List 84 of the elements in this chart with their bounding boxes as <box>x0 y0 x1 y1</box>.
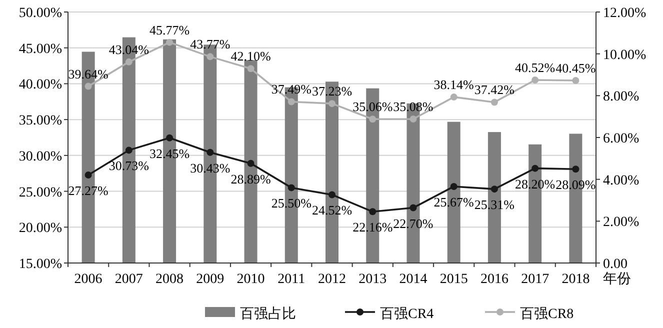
y2-tick-label: 2.00% <box>603 215 640 230</box>
x-axis-title: 年份 <box>603 271 631 287</box>
data-label: 35.06% <box>352 99 393 114</box>
point <box>125 58 132 66</box>
point <box>410 204 417 212</box>
data-label: 24.52% <box>312 202 352 218</box>
data-label: 37.49% <box>271 82 312 97</box>
x-tick-label: 2008 <box>156 272 184 287</box>
point <box>532 164 539 172</box>
y-tick-label: 40.00% <box>18 78 62 93</box>
x-tick-label: 2006 <box>74 272 102 287</box>
point <box>247 65 254 72</box>
x-tick-label: 2011 <box>278 272 306 287</box>
point <box>328 100 336 108</box>
legend-label: 百强占比 <box>240 306 296 322</box>
data-label: 32.45% <box>149 146 190 161</box>
data-label: 22.70% <box>393 216 434 231</box>
point <box>125 146 132 154</box>
point <box>288 184 295 192</box>
point <box>206 53 214 60</box>
data-label: 37.23% <box>312 84 352 99</box>
x-tick-label: 2012 <box>318 272 346 287</box>
x-tick-label: 2014 <box>399 272 428 287</box>
point <box>288 98 295 106</box>
y-tick-label: 50.00% <box>18 6 62 21</box>
y2-tick-label: 6.00% <box>603 132 640 146</box>
y2-tick-label: 4.00% <box>603 173 640 188</box>
x-tick-label: 2017 <box>521 272 550 287</box>
data-label: 35.08% <box>393 99 434 114</box>
point <box>369 116 376 123</box>
point <box>328 191 336 198</box>
point <box>572 76 580 84</box>
x-tick-label: 2009 <box>196 272 224 287</box>
point <box>166 38 174 46</box>
x-tick-label: 2010 <box>236 272 265 287</box>
point <box>490 186 498 193</box>
data-label: 39.64% <box>68 66 109 82</box>
y-tick-label: 35.00% <box>18 114 62 129</box>
point <box>84 172 92 179</box>
data-label: 22.16% <box>352 220 393 235</box>
x-tick-label: 2013 <box>358 272 387 287</box>
point <box>450 94 458 101</box>
data-label: 40.45% <box>556 60 596 76</box>
y-tick-label: 30.00% <box>18 149 62 164</box>
data-label: 40.52% <box>515 60 556 75</box>
data-label: 25.31% <box>474 197 515 212</box>
x-tick-label: 2016 <box>480 272 508 287</box>
data-label: 30.43% <box>190 160 230 176</box>
point <box>490 98 498 106</box>
data-label: 37.42% <box>474 82 515 98</box>
y-tick-label: 15.00% <box>18 257 62 272</box>
point <box>247 160 254 167</box>
y-tick-label: 45.00% <box>18 42 62 57</box>
point <box>369 208 376 216</box>
data-label: 30.73% <box>108 158 150 174</box>
data-label: 28.09% <box>556 177 596 192</box>
data-label: 28.89% <box>230 171 271 186</box>
point <box>84 82 92 90</box>
data-label: 45.77% <box>149 22 190 38</box>
data-label: 42.10% <box>230 48 271 64</box>
x-tick-label: 2007 <box>114 272 143 287</box>
data-label: 43.04% <box>108 42 150 57</box>
data-label: 27.27% <box>68 183 109 198</box>
data-label: 43.77% <box>190 36 230 52</box>
data-label: 25.67% <box>434 194 474 210</box>
y-tick-label: 20.00% <box>18 221 62 236</box>
data-label: 38.14% <box>434 77 474 92</box>
x-tick-label: 2018 <box>562 272 590 287</box>
legend-label: 百强CR8 <box>520 306 574 322</box>
data-label: 28.20% <box>515 176 556 192</box>
point <box>572 166 580 173</box>
point <box>166 134 174 142</box>
x-tick-label: 2015 <box>440 272 468 287</box>
y-tick-label: 25.00% <box>18 185 62 200</box>
point <box>450 182 458 190</box>
y2-tick-label: 12.00% <box>603 6 646 21</box>
point <box>206 148 214 156</box>
point <box>410 116 417 122</box>
legend-label: 百强CR4 <box>380 306 434 322</box>
y2-tick-label: 0.00 <box>603 257 628 272</box>
point <box>532 76 539 84</box>
y2-tick-label: 10.00% <box>603 48 646 63</box>
data-label: 25.50% <box>271 196 312 211</box>
y2-tick-label: 8.00% <box>603 90 640 105</box>
